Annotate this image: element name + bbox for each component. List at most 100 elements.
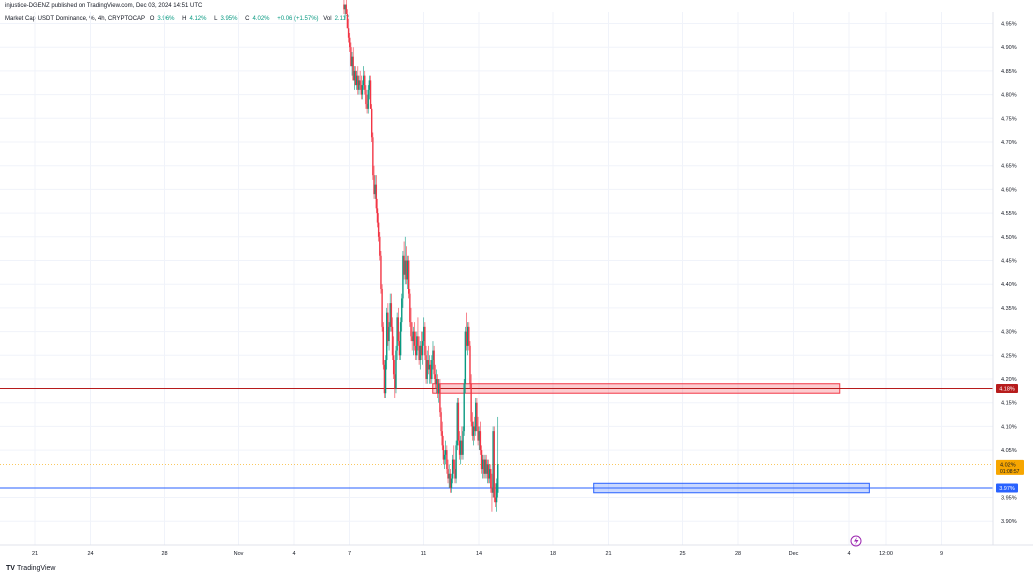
price-axis-labels: 4.18% 3.97% 4.02%01:08:57 [996, 383, 1024, 493]
y-tick-label: 4.80% [1001, 93, 1017, 99]
y-tick-label: 4.50% [1001, 235, 1017, 241]
candle-body [416, 336, 418, 356]
legend-close-label: C [245, 16, 250, 22]
candle-body [429, 364, 432, 379]
candle-body [460, 440, 462, 455]
candle-body [412, 331, 415, 342]
candle-body [382, 326, 384, 365]
candle-body [449, 473, 452, 489]
support-price-tag [996, 483, 1018, 493]
candle-body [399, 322, 402, 356]
y-tick-label: 3.95% [1001, 496, 1017, 502]
price-axis[interactable]: 4.95% 4.90% 4.85% 4.80% 4.75% 4.70% 4.65% 4.60%… [1001, 22, 1017, 526]
candle-body [494, 497, 497, 503]
candle-body [445, 450, 447, 455]
candle-body [411, 336, 413, 342]
y-tick-label: 4.95% [1001, 22, 1017, 28]
legend-low-label: L [214, 16, 218, 22]
tradingview-footer: TV TradingView [6, 565, 55, 572]
tradingview-brand: TradingView [16, 565, 56, 572]
candle-body [443, 454, 446, 460]
candle-body [398, 341, 401, 356]
candle-body [447, 469, 449, 479]
candle-body [436, 379, 439, 394]
candle-body [483, 459, 485, 474]
candle-body [419, 345, 421, 361]
current-price-countdown: 01:08:57 [1000, 469, 1020, 475]
candle-body [371, 108, 373, 138]
candle-body [497, 464, 499, 493]
candle-body [372, 137, 374, 176]
legend-vol-label: Vol [323, 16, 332, 22]
x-tick-label: Nov [234, 551, 244, 557]
y-tick-label: 4.40% [1001, 282, 1017, 288]
candle-body [369, 80, 372, 109]
x-tick-label: 14 [476, 551, 482, 557]
legend-vol: 2.117 [334, 16, 350, 22]
candle-body [351, 56, 353, 67]
y-tick-label: 4.90% [1001, 45, 1017, 51]
candle-body [394, 374, 396, 389]
candle-body [482, 459, 484, 470]
legend-open: 3.96% [157, 16, 175, 22]
current-price-tag [996, 459, 1024, 475]
x-tick-label: 4 [847, 551, 850, 557]
candle-body [344, 4, 346, 10]
candle-body [358, 80, 360, 90]
candle-body [357, 75, 359, 90]
candle-body [453, 459, 455, 470]
candle-body [367, 89, 369, 109]
bolt-icon[interactable] [850, 535, 862, 547]
candle-body [488, 469, 491, 479]
candle-body [427, 360, 430, 370]
candle-body [405, 260, 408, 280]
candle-body [492, 431, 494, 493]
candle-body [376, 208, 379, 223]
candle-body [439, 383, 441, 413]
candle-body [410, 322, 412, 337]
y-tick-label: 4.15% [1001, 401, 1017, 407]
candle-body [386, 312, 388, 361]
candle-body [484, 459, 486, 474]
candle-body [349, 37, 351, 48]
candle-body [466, 326, 469, 346]
time-axis[interactable]: 21 24 28 Nov 4 7 11 14 18 21 25 28 Dec 4 12:00 9 [32, 551, 943, 557]
candle-body [438, 383, 440, 394]
y-tick-label: 4.10% [1001, 424, 1017, 430]
candle-body [448, 473, 450, 479]
candle-body [458, 440, 461, 455]
candle-body [455, 445, 457, 479]
x-tick-label: 21 [32, 551, 38, 557]
candle-body [346, 14, 349, 29]
chart-grid [0, 12, 993, 545]
candle-body [421, 341, 424, 356]
candle-body [402, 255, 404, 299]
x-tick-label: 28 [735, 551, 741, 557]
candle-body [469, 345, 471, 384]
y-tick-label: 4.35% [1001, 306, 1017, 312]
candle-body [395, 350, 397, 389]
candle-body [401, 298, 403, 323]
candle-body [464, 331, 467, 384]
candle-body [380, 255, 382, 289]
candle-body [462, 431, 464, 455]
x-tick-label: Dec [789, 551, 799, 557]
candle-body [381, 288, 383, 327]
y-tick-label: 4.45% [1001, 259, 1017, 265]
candle-body [477, 426, 479, 441]
candle-body [491, 488, 493, 493]
y-tick-label: 4.60% [1001, 187, 1017, 193]
candle-body [366, 104, 368, 109]
candle-body [431, 360, 433, 379]
candle-body [425, 355, 427, 379]
y-tick-label: 4.30% [1001, 330, 1017, 336]
candle-body [470, 383, 472, 422]
candle-body [413, 331, 416, 346]
candle-body [389, 303, 391, 327]
candle-body [406, 260, 409, 280]
candle-body [456, 402, 458, 446]
candle-body [365, 89, 367, 105]
candle-body [490, 469, 492, 489]
x-tick-label: 21 [605, 551, 611, 557]
